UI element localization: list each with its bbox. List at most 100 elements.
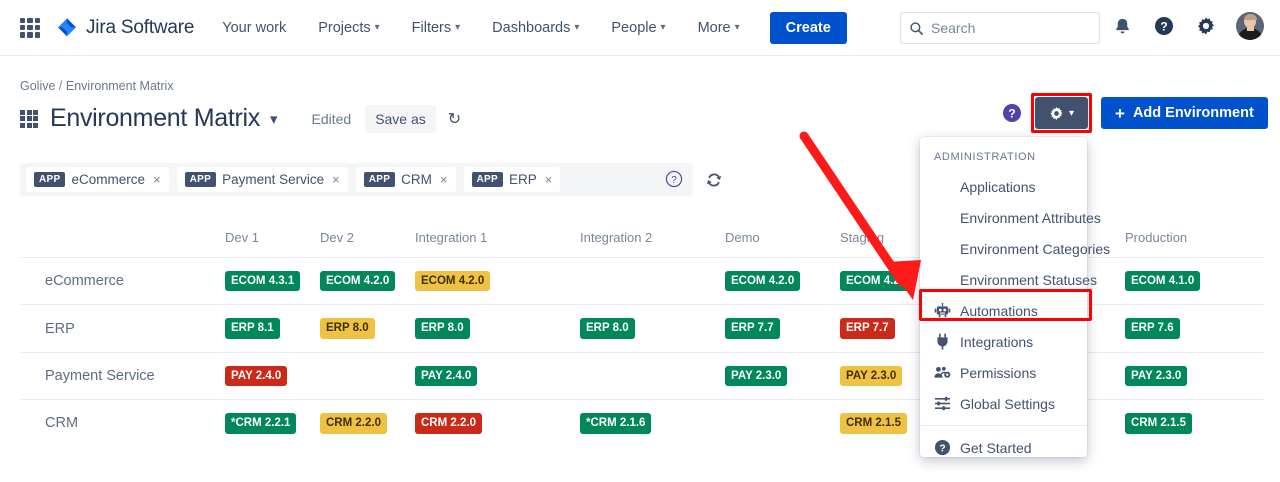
- version-badge[interactable]: ERP 8.0: [320, 318, 375, 339]
- version-badge[interactable]: ERP 8.0: [580, 318, 635, 339]
- matrix-cell[interactable]: ERP 8.1: [225, 304, 320, 353]
- matrix-row-label-ecommerce[interactable]: eCommerce: [20, 257, 225, 306]
- close-icon[interactable]: ×: [439, 172, 448, 187]
- filter-chip-erp[interactable]: APP ERP ×: [463, 167, 561, 192]
- matrix-cell[interactable]: [580, 352, 725, 401]
- version-badge[interactable]: PAY 2.4.0: [225, 365, 288, 387]
- version-badge[interactable]: PAY 2.3.0: [725, 365, 788, 387]
- matrix-cell[interactable]: CRM 2.2.0: [415, 400, 580, 447]
- matrix-cell[interactable]: ECOM 4.1.0: [1125, 257, 1263, 306]
- help-circle-icon[interactable]: ?: [665, 170, 683, 188]
- matrix-cell[interactable]: ECOM 4.2.0: [320, 257, 415, 306]
- filter-chip-crm[interactable]: APP CRM ×: [355, 167, 456, 192]
- matrix-cell[interactable]: ECOM 4.2.0: [725, 257, 840, 306]
- matrix-cell[interactable]: ECOM 4.3.1: [225, 257, 320, 306]
- version-badge[interactable]: ERP 8.1: [225, 318, 280, 339]
- undo-icon[interactable]: ↻: [447, 110, 462, 128]
- matrix-cell[interactable]: *CRM 2.2.1: [225, 400, 320, 447]
- nav-item-people[interactable]: People ▾: [607, 14, 669, 42]
- matrix-cell[interactable]: CRM 2.1.5: [1125, 400, 1263, 447]
- admin-settings-gear-button[interactable]: ▾: [1035, 97, 1088, 129]
- version-badge[interactable]: ECOM 4.3.1: [225, 271, 301, 292]
- notifications-bell-icon[interactable]: [1110, 14, 1134, 38]
- version-badge[interactable]: CRM 2.1.5: [840, 413, 907, 434]
- matrix-cell[interactable]: ECOM 4.2.0: [415, 257, 580, 306]
- version-badge[interactable]: PAY 2.4.0: [415, 365, 478, 387]
- matrix-cell[interactable]: *CRM 2.1.6: [580, 400, 725, 447]
- save-as-button[interactable]: Save as: [365, 104, 436, 133]
- version-badge[interactable]: ERP 7.6: [1125, 318, 1180, 339]
- menu-item-applications[interactable]: Applications: [920, 171, 1087, 202]
- nav-item-dashboards[interactable]: Dashboards ▾: [488, 14, 583, 42]
- version-badge[interactable]: *CRM 2.2.1: [225, 413, 297, 434]
- close-icon[interactable]: ×: [153, 172, 161, 187]
- version-badge[interactable]: ECOM 4.2.0: [320, 271, 396, 292]
- grid-apps-icon[interactable]: [18, 16, 42, 40]
- matrix-cell[interactable]: [580, 257, 725, 306]
- version-badge[interactable]: *CRM 2.1.6: [580, 413, 652, 434]
- matrix-cell[interactable]: PAY 2.3.0: [725, 352, 840, 401]
- version-badge[interactable]: ERP 7.7: [840, 318, 895, 339]
- nav-item-projects[interactable]: Projects ▾: [314, 14, 383, 42]
- version-badge[interactable]: ERP 8.0: [415, 318, 470, 339]
- matrix-cell[interactable]: ERP 7.6: [1125, 304, 1263, 353]
- version-badge[interactable]: ECOM 4.2.0: [415, 271, 491, 292]
- help-circle-icon[interactable]: ?: [1002, 103, 1022, 123]
- close-icon[interactable]: ×: [332, 172, 340, 187]
- matrix-col-dev-2[interactable]: Dev 2: [320, 224, 415, 258]
- help-icon[interactable]: ?: [1152, 14, 1176, 38]
- matrix-cell[interactable]: ERP 7.7: [725, 304, 840, 353]
- menu-item-environment-attributes[interactable]: Environment Attributes: [920, 202, 1101, 233]
- matrix-col-integration-1[interactable]: Integration 1: [415, 224, 580, 258]
- version-badge[interactable]: PAY 2.3.0: [840, 365, 903, 387]
- menu-item-get-started[interactable]: ? Get Started: [920, 432, 1087, 463]
- breadcrumb-root[interactable]: Golive: [20, 79, 56, 93]
- version-badge[interactable]: PAY 2.3.0: [1125, 365, 1188, 387]
- refresh-icon[interactable]: [705, 171, 723, 189]
- matrix-cell[interactable]: ERP 8.0: [580, 304, 725, 353]
- menu-item-automations[interactable]: Automations: [920, 295, 1087, 326]
- nav-item-more[interactable]: More ▾: [694, 14, 744, 42]
- version-badge[interactable]: CRM 2.2.0: [320, 413, 387, 434]
- matrix-cell[interactable]: PAY 2.3.0: [1125, 352, 1263, 401]
- close-icon[interactable]: ×: [544, 172, 553, 187]
- menu-item-permissions[interactable]: Permissions: [920, 357, 1087, 388]
- version-badge[interactable]: ECOM 4.1.0: [1125, 271, 1201, 292]
- version-badge[interactable]: ECOM 4.2.0: [725, 271, 801, 292]
- settings-gear-icon[interactable]: [1194, 14, 1218, 38]
- matrix-col-production[interactable]: Production: [1125, 224, 1263, 258]
- menu-item-environment-categories[interactable]: Environment Categories: [920, 233, 1110, 264]
- version-badge[interactable]: CRM 2.1.5: [1125, 413, 1192, 434]
- nav-item-your-work[interactable]: Your work: [218, 14, 290, 42]
- nav-item-filters[interactable]: Filters ▾: [408, 14, 465, 42]
- version-badge[interactable]: ERP 7.7: [725, 318, 780, 339]
- matrix-row-label-erp[interactable]: ERP: [20, 304, 225, 353]
- matrix-cell[interactable]: [320, 352, 415, 401]
- breadcrumb-current[interactable]: Environment Matrix: [65, 79, 174, 93]
- user-avatar[interactable]: [1236, 12, 1264, 40]
- matrix-cell[interactable]: PAY 2.4.0: [225, 352, 320, 401]
- matrix-row-label-crm[interactable]: CRM: [45, 415, 79, 432]
- matrix-cell[interactable]: ERP 8.0: [320, 304, 415, 353]
- menu-item-global-settings[interactable]: Global Settings: [920, 388, 1087, 419]
- jira-brand-link[interactable]: Jira Software: [56, 17, 194, 39]
- matrix-cell[interactable]: CRM 2.1.5: [840, 400, 945, 447]
- search-box[interactable]: [900, 12, 1100, 44]
- matrix-cell[interactable]: PAY 2.4.0: [415, 352, 580, 401]
- matrix-col-demo[interactable]: Demo: [725, 224, 840, 258]
- matrix-cell[interactable]: ERP 8.0: [415, 304, 580, 353]
- chevron-down-icon[interactable]: ▾: [269, 110, 278, 128]
- filter-chip-ecommerce[interactable]: APP eCommerce ×: [26, 167, 169, 192]
- matrix-cell[interactable]: CRM 2.2.0: [320, 400, 415, 447]
- menu-item-integrations[interactable]: Integrations: [920, 326, 1087, 357]
- version-badge[interactable]: ECOM 4.2.0: [840, 271, 916, 292]
- filter-chip-payment-service[interactable]: APP Payment Service ×: [176, 167, 348, 192]
- matrix-col-dev-1[interactable]: Dev 1: [225, 224, 320, 258]
- create-button[interactable]: Create: [769, 11, 847, 44]
- matrix-col-integration-2[interactable]: Integration 2: [580, 224, 725, 258]
- version-badge[interactable]: CRM 2.2.0: [415, 413, 482, 434]
- menu-item-environment-statuses[interactable]: Environment Statuses: [920, 264, 1097, 295]
- add-environment-button[interactable]: + Add Environment: [1101, 97, 1268, 129]
- matrix-cell[interactable]: [725, 400, 840, 447]
- search-input[interactable]: [931, 20, 1091, 36]
